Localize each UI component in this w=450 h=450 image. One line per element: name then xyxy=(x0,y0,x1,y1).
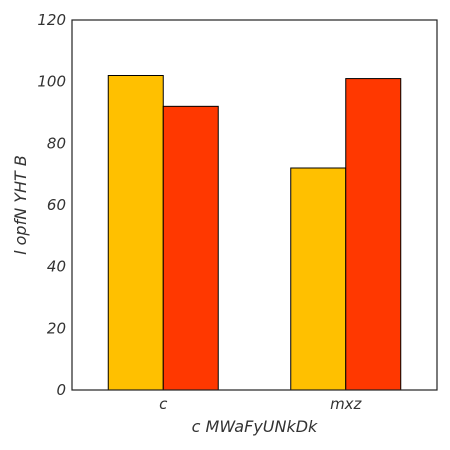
x-tick-label: c xyxy=(159,395,168,413)
y-tick-label: 60 xyxy=(47,196,66,214)
y-tick-label: 0 xyxy=(56,381,66,399)
bar-series2-c xyxy=(162,105,219,391)
bar-series1-c xyxy=(107,75,164,391)
y-tick-label: 100 xyxy=(37,73,66,91)
x-tick-label: mxz xyxy=(330,395,362,413)
y-tick-label: 20 xyxy=(47,319,66,337)
bar-series1-mxz xyxy=(290,167,347,391)
bar-series2-mxz xyxy=(345,78,402,391)
x-tick-labels: c mxz xyxy=(159,395,362,413)
y-tick-label: 120 xyxy=(37,11,66,29)
x-axis-label: c MWaFyUNkDk xyxy=(192,417,318,436)
y-axis-label: l opfN YHT B xyxy=(11,155,30,255)
y-tick-label: 40 xyxy=(47,258,66,276)
y-tick-labels: 0 20 40 60 80 100 120 xyxy=(37,11,66,399)
plot-frame xyxy=(71,19,438,391)
bars-group xyxy=(107,75,402,391)
y-tick-label: 80 xyxy=(47,134,66,152)
